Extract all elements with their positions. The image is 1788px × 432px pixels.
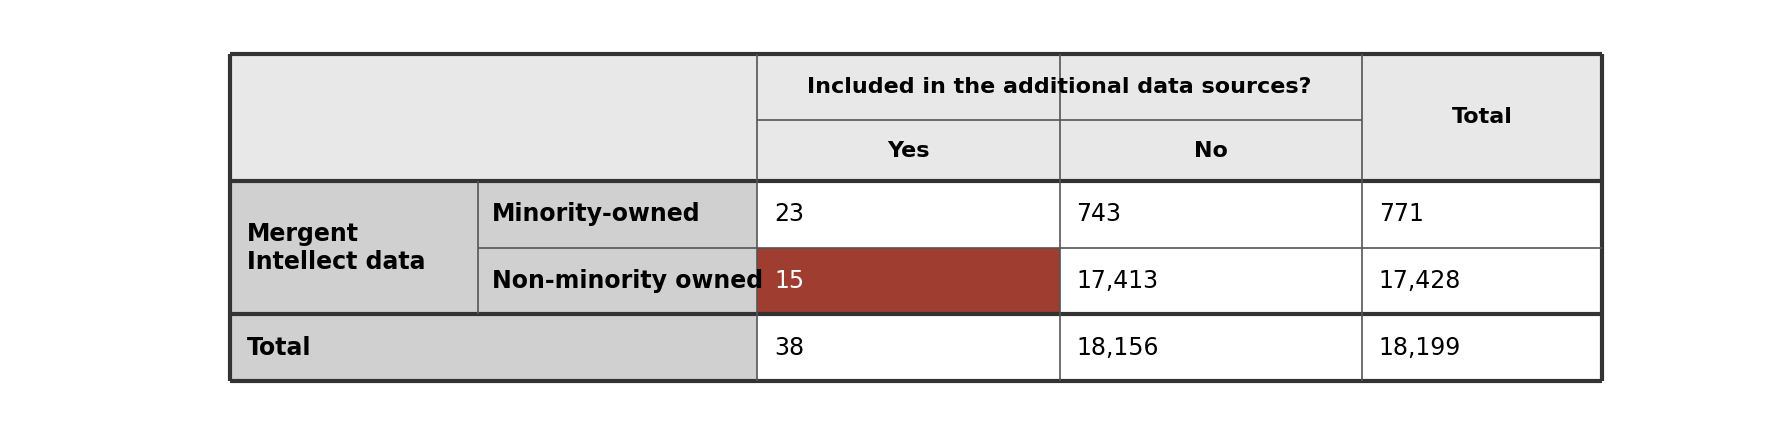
Bar: [758, 181, 1060, 248]
Text: Included in the additional data sources?: Included in the additional data sources?: [808, 77, 1312, 97]
Bar: [1060, 120, 1362, 181]
Bar: [1060, 248, 1362, 314]
Text: 18,199: 18,199: [1379, 336, 1461, 360]
Bar: [1362, 181, 1602, 248]
Text: No: No: [1194, 140, 1228, 161]
Text: Yes: Yes: [887, 140, 930, 161]
Bar: [758, 120, 1060, 181]
Bar: [758, 54, 1362, 120]
Bar: [1060, 181, 1362, 248]
Text: 38: 38: [774, 336, 805, 360]
Text: Minority-owned: Minority-owned: [492, 202, 701, 226]
Text: 17,413: 17,413: [1076, 269, 1159, 293]
Text: Non-minority owned: Non-minority owned: [492, 269, 763, 293]
Bar: [1362, 314, 1602, 381]
Text: Total: Total: [247, 336, 311, 360]
Text: Mergent
Intellect data: Mergent Intellect data: [247, 222, 426, 273]
Text: 23: 23: [774, 202, 805, 226]
Text: Total: Total: [1452, 107, 1513, 127]
Text: 743: 743: [1076, 202, 1121, 226]
Bar: [231, 120, 758, 181]
Bar: [758, 248, 1060, 314]
Text: 18,156: 18,156: [1076, 336, 1159, 360]
Bar: [758, 314, 1060, 381]
Bar: [231, 314, 758, 381]
Text: 771: 771: [1379, 202, 1423, 226]
Text: 17,428: 17,428: [1379, 269, 1461, 293]
Text: 15: 15: [774, 269, 805, 293]
Bar: [231, 54, 758, 120]
Bar: [1362, 54, 1602, 181]
Bar: [1362, 248, 1602, 314]
Bar: [479, 181, 758, 248]
Bar: [1060, 314, 1362, 381]
Bar: [479, 248, 758, 314]
Bar: [231, 181, 479, 314]
